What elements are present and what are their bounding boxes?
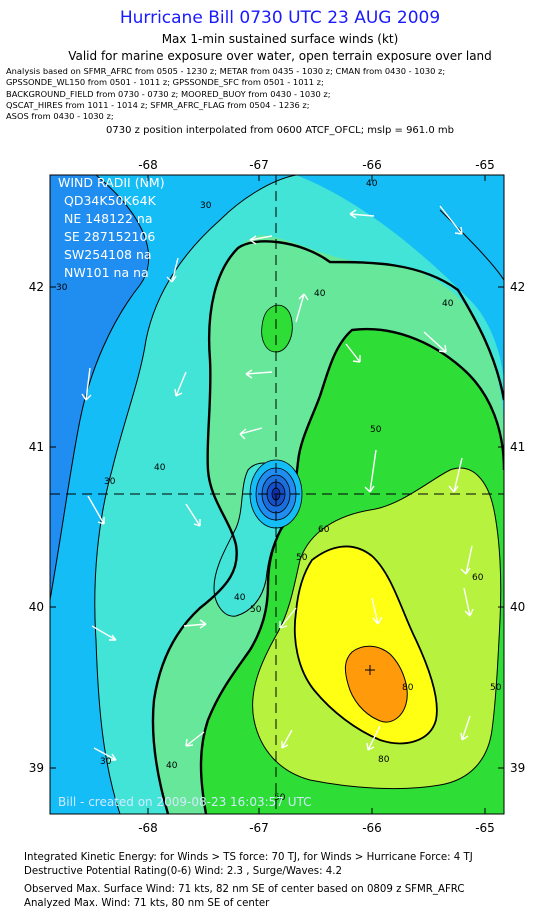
wind-radii-title: WIND RADII (NM) [58,175,165,190]
wind-radii-header: QD34K50K64K [64,193,157,208]
lon-labels-bottom: -68 -67 -66 -65 [138,821,495,835]
lon-tick-label: -67 [249,158,269,172]
contour-label: 50 [296,553,308,563]
contour-label: 30 [200,201,212,211]
contour-label: 40 [366,179,378,189]
lat-tick-label: 39 [510,761,525,775]
map-title: Hurricane Bill 0730 UTC 23 AUG 2009 [119,8,441,28]
lat-labels-left: 42 41 40 39 [29,280,44,775]
wind-contours: 30 30 30 30 40 40 40 40 40 40 50 50 50 5… [50,175,504,814]
lon-tick-label: -65 [475,158,495,172]
credit-text: Bill - created on 2009-08-23 16:03:57 UT… [58,795,312,809]
contour-label: 80 [402,683,414,693]
contour-label: 40 [442,299,454,309]
lon-tick-label: -68 [138,158,158,172]
contour-label: 40 [234,593,246,603]
contour-label: 40 [166,761,178,771]
contour-60 [252,467,502,790]
analyzed-max-wind: Analyzed Max. Wind: 71 kts, 80 nm SE of … [24,898,270,909]
contour-label: 50 [370,425,382,435]
contour-label: 30 [100,757,112,767]
lat-tick-label: 39 [29,761,44,775]
analysis-sources: Analysis based on SFMR_AFRC from 0505 - … [6,66,445,122]
wind-arrows [81,205,474,761]
contour-east [439,209,504,281]
wind-radii-table: WIND RADII (NM) QD34K50K64K NE 148122 na… [58,175,165,280]
lat-tick-label: 41 [510,440,525,454]
analysis-line: ASOS from 0430 - 1030 z; [6,111,114,122]
lon-tick-label: -66 [362,821,382,835]
lat-tick-label: 40 [29,600,44,614]
lon-labels-top: -68 -67 -66 -65 [138,158,495,172]
analysis-line: BACKGROUND_FIELD from 0730 - 0730 z; MOO… [6,88,331,99]
contour-label: 80 [378,755,390,765]
wind-radii-row: SE 287152106 [64,229,155,244]
contour-30-b [94,175,297,814]
wind-radii-row: SW254108 na [64,247,152,262]
contour-labels: 30 30 30 30 40 40 40 40 40 40 50 50 50 5… [56,179,502,803]
contour-30 [50,175,150,601]
dpr-text: Destructive Potential Rating(0-6) Wind: … [24,866,342,877]
band-green-bump [261,304,293,353]
wind-radii-row: NE 148122 na [64,211,153,226]
lon-tick-label: -68 [138,821,158,835]
contour-40 [151,240,504,814]
lon-tick-label: -67 [249,821,269,835]
map-frame [49,174,505,815]
contour-label: 30 [56,283,68,293]
contour-label: 50 [250,605,262,615]
lat-tick-label: 40 [510,600,525,614]
lon-tick-label: -65 [475,821,495,835]
observed-max-wind: Observed Max. Surface Wind: 71 kts, 82 n… [24,884,465,895]
contour-label: 30 [104,477,116,487]
analysis-line: QSCAT_HIRES from 1011 - 1014 z; SFMR_AFR… [6,99,310,110]
contour-70 [293,545,438,745]
ike-text: Integrated Kinetic Energy: for Winds > T… [24,852,473,863]
lat-labels-right: 42 41 40 39 [510,280,525,775]
analysis-line: GPSSONDE_WL150 from 0501 - 1011 z; GPSSO… [6,77,324,88]
lat-tick-label: 41 [29,440,44,454]
map-subtitle: Max 1-min sustained surface winds (kt) [161,32,399,46]
lon-tick-label: -66 [362,158,382,172]
lat-tick-label: 42 [510,280,525,294]
contour-label: 50 [274,793,286,803]
axis-ticks [50,175,504,814]
position-note: 0730 z position interpolated from 0600 A… [106,125,454,136]
band-80 [344,645,408,723]
wind-radii-row: NW101 na na [64,265,149,280]
contour-label: 60 [318,525,330,535]
lat-tick-label: 42 [29,280,44,294]
analysis-line: Analysis based on SFMR_AFRC from 0505 - … [6,66,446,76]
contour-label: 60 [472,573,484,583]
contour-label: 40 [314,289,326,299]
max-wind-marker [365,665,375,675]
valid-note: Valid for marine exposure over water, op… [68,49,492,63]
contour-label: 50 [490,683,502,693]
contour-label: 40 [154,463,166,473]
